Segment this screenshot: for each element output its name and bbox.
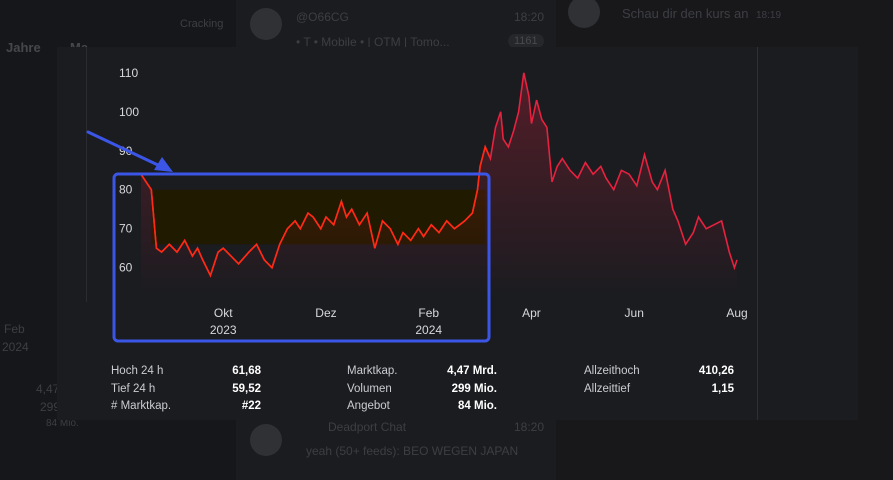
background-label: Jahre xyxy=(6,40,41,55)
background-value: 84 Mio. xyxy=(46,418,79,429)
background-tick: Feb xyxy=(4,322,25,336)
background-value: 299 xyxy=(40,400,61,414)
stat-low-24h: Tief 24 h 59,52 xyxy=(111,383,261,395)
stat-label: # Marktkap. xyxy=(111,400,172,412)
stat-label: Hoch 24 h xyxy=(111,365,164,377)
unread-badge: 1161 xyxy=(508,34,544,48)
stat-value: 299 Mio. xyxy=(451,383,497,395)
stat-label: Allzeittief xyxy=(584,383,631,395)
price-line-highlighted xyxy=(140,144,490,278)
chat-preview: • T • Mobile • | OTM | Tomo... xyxy=(296,35,450,49)
x-tick-label: Okt xyxy=(214,306,233,320)
x-tick-label: Dez xyxy=(315,306,336,320)
stat-label: Marktkap. xyxy=(347,365,398,377)
stat-supply: Angebot 84 Mio. xyxy=(347,400,497,412)
x-tick-label: Feb xyxy=(418,306,439,320)
chat-user: @O66CG xyxy=(296,10,349,24)
stat-high-24h: Hoch 24 h 61,68 xyxy=(111,365,261,377)
x-tick-label: Jun xyxy=(625,306,644,320)
avatar xyxy=(250,8,282,40)
price-area xyxy=(141,72,737,295)
y-tick-label: 60 xyxy=(119,261,133,275)
stat-all-time-low: Allzeittief 1,15 xyxy=(584,383,734,395)
stat-label: Angebot xyxy=(347,400,390,412)
stat-value: 84 Mio. xyxy=(458,400,497,412)
stat-label: Volumen xyxy=(347,383,392,395)
stat-label: Allzeithoch xyxy=(584,365,640,377)
background-cracking: Cracking xyxy=(180,18,224,30)
x-tick-label: Apr xyxy=(522,306,541,320)
annotation-box xyxy=(112,172,491,343)
y-tick-label: 70 xyxy=(119,222,133,236)
stat-volume: Volumen 299 Mio. xyxy=(347,383,497,395)
stat-market-cap: Marktkap. 4,47 Mrd. xyxy=(347,365,497,377)
message-time: 18:19 xyxy=(756,10,782,21)
x-tick-label: Aug xyxy=(726,306,747,320)
chat-user: Deadport Chat xyxy=(328,420,407,434)
y-tick-label: 110 xyxy=(119,66,138,80)
stat-value: 1,15 xyxy=(711,383,734,395)
chat-time: 18:20 xyxy=(514,420,545,434)
y-tick-label: 90 xyxy=(119,144,133,158)
stat-all-time-high: Allzeithoch 410,26 xyxy=(584,365,734,377)
stat-value: #22 xyxy=(241,400,261,412)
stat-value: 410,26 xyxy=(698,365,734,377)
divider xyxy=(86,47,87,302)
chat-preview: yeah (50+ feeds): BEO WEGEN JAPAN xyxy=(306,444,519,458)
price-chart: 60 70 80 90 100 110 Okt Dez Feb Apr Jun Aug 2023 20… xyxy=(112,66,748,343)
price-chart-modal: 60 70 80 90 100 110 Okt Dez Feb Apr Jun Aug 2023 20… xyxy=(57,47,858,420)
stat-value: 4,47 Mrd. xyxy=(447,365,497,377)
divider xyxy=(757,47,758,420)
stat-label: Tief 24 h xyxy=(111,383,156,395)
x-year-label: 2023 xyxy=(210,323,237,337)
stat-market-cap-rank: # Marktkap. #22 xyxy=(111,400,261,412)
y-tick-label: 100 xyxy=(119,105,139,119)
x-year-label: 2024 xyxy=(415,323,442,337)
background-value: 4,47 xyxy=(36,382,60,396)
stat-value: 61,68 xyxy=(232,365,261,377)
message-text: Schau dir den kurs an xyxy=(622,6,749,21)
chat-time: 18:20 xyxy=(514,10,545,24)
background-tick: 2024 xyxy=(2,340,29,354)
stat-value: 59,52 xyxy=(232,383,261,395)
avatar xyxy=(568,0,600,28)
y-tick-label: 80 xyxy=(119,183,133,197)
avatar xyxy=(250,424,282,456)
